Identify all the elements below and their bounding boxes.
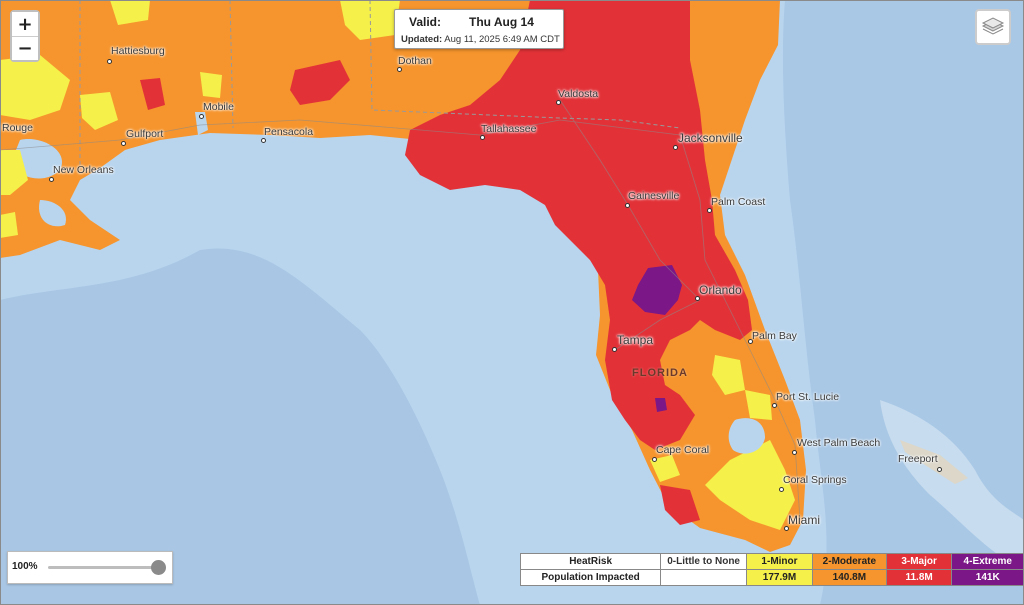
city-label-cape-coral: Cape Coral (656, 444, 710, 456)
city-dot (625, 203, 630, 208)
valid-row: Valid: Thu Aug 14 (409, 15, 534, 29)
city-dot (784, 526, 789, 531)
updated-value: Aug 11, 2025 6:49 AM CDT (444, 34, 560, 45)
city-dot (107, 59, 112, 64)
legend-category-3: 3-Major (885, 553, 953, 570)
city-label-valdosta: Valdosta (558, 88, 599, 100)
city-label-freeport: Freeport (898, 453, 938, 465)
city-label-port-st-lucie: Port St. Lucie (776, 391, 840, 403)
city-dot (772, 403, 777, 408)
legend-category-1: 1-Minor (745, 553, 813, 570)
city-dot (779, 487, 784, 492)
city-label-new-orleans: New Orleans (53, 164, 114, 176)
city-dot (937, 467, 942, 472)
state-borders (79, 0, 681, 170)
city-label-dothan: Dothan (398, 55, 432, 67)
zoom-out-button[interactable]: − (12, 36, 38, 60)
zoom-control: + − (10, 10, 40, 62)
city-label-coral-springs: Coral Springs (783, 474, 847, 486)
opacity-slider-handle[interactable] (151, 560, 166, 575)
legend-population-2: 140.8M (811, 569, 887, 586)
legend-population-row: Population Impacted 177.9M 140.8M 11.8M … (519, 569, 1024, 586)
layers-icon (981, 17, 1005, 35)
legend-category-4: 4-Extreme (951, 553, 1024, 570)
city-label-rouge: Rouge (2, 122, 33, 134)
updated-label: Updated: (401, 34, 443, 45)
opacity-slider-track[interactable] (48, 566, 164, 569)
legend-population-3: 11.8M (885, 569, 953, 586)
city-label-pensacola: Pensacola (264, 126, 314, 138)
city-label-orlando: Orlando (699, 283, 742, 297)
zoom-in-button[interactable]: + (12, 12, 38, 36)
valid-time-box: Valid: Thu Aug 14 Updated: Aug 11, 2025 … (394, 9, 564, 49)
city-dot (707, 208, 712, 213)
city-dot (792, 450, 797, 455)
city-label-palm-coast: Palm Coast (711, 196, 766, 208)
legend-population-label: Population Impacted (519, 569, 662, 586)
layers-button[interactable] (975, 9, 1011, 45)
bahamas-land (900, 440, 968, 484)
valid-value: Thu Aug 14 (469, 15, 534, 29)
city-dot (397, 67, 402, 72)
heatrisk-overlay (0, 0, 806, 552)
city-dot (121, 141, 126, 146)
city-dot (673, 145, 678, 150)
updated-row: Updated: Aug 11, 2025 6:49 AM CDT (401, 34, 560, 45)
deep-water (0, 248, 480, 605)
heatrisk-legend: HeatRisk 0-Little to None 1-Minor 2-Mode… (519, 553, 1024, 586)
opacity-control: 100% (7, 551, 173, 584)
legend-category-0: 0-Little to None (660, 553, 747, 570)
city-label-jacksonville: Jacksonville (678, 131, 743, 145)
city-label-west-palm-beach: West Palm Beach (797, 437, 881, 449)
legend-category-2: 2-Moderate (811, 553, 887, 570)
city-dot (261, 138, 266, 143)
city-label-gainesville: Gainesville (628, 190, 680, 202)
city-label-tampa: Tampa (617, 333, 654, 347)
city-dot (199, 114, 204, 119)
city-dot (652, 457, 657, 462)
city-label-tallahassee: Tallahassee (481, 123, 537, 135)
bahamas-bank (880, 400, 1024, 570)
city-dot (695, 296, 700, 301)
legend-population-4: 141K (951, 569, 1024, 586)
city-dot (556, 100, 561, 105)
valid-label: Valid: (409, 15, 442, 29)
city-dot (49, 177, 54, 182)
city-label-mobile: Mobile (203, 101, 234, 113)
legend-category-row: HeatRisk 0-Little to None 1-Minor 2-Mode… (519, 553, 1024, 570)
city-label-hattiesburg: Hattiesburg (111, 45, 165, 57)
city-dot (612, 347, 617, 352)
legend-population-0 (660, 569, 747, 586)
atlantic-water (782, 0, 1024, 605)
city-dot (748, 339, 753, 344)
city-label-palm-bay: Palm Bay (752, 330, 797, 342)
state-label-florida: FLORIDA (632, 367, 688, 379)
city-dot (480, 135, 485, 140)
city-label-gulfport: Gulfport (126, 128, 164, 140)
legend-heatrisk-label: HeatRisk (519, 553, 662, 570)
city-label-miami: Miami (788, 513, 820, 527)
legend-population-1: 177.9M (745, 569, 813, 586)
opacity-value: 100% (12, 561, 38, 572)
